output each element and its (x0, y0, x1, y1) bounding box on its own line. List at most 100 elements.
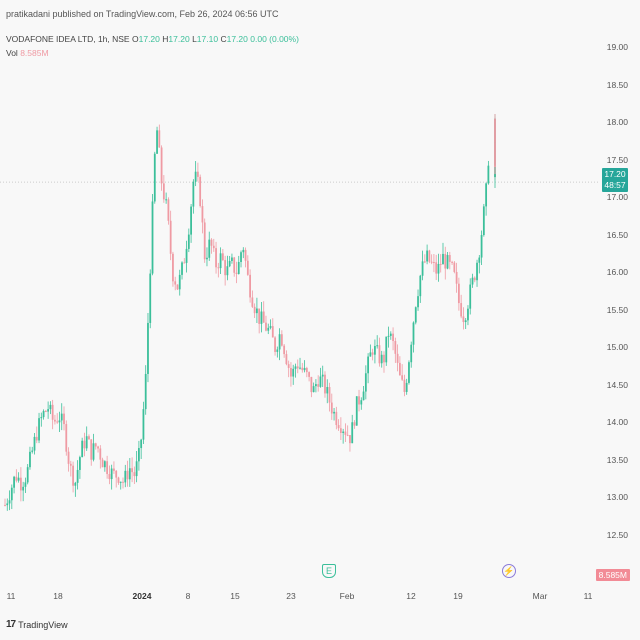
candle (4, 498, 6, 507)
candle (113, 461, 115, 474)
candle (101, 457, 104, 468)
candle (217, 262, 220, 278)
candle (240, 250, 242, 268)
candle (464, 318, 467, 330)
logo-text: TradingView (18, 619, 68, 630)
x-tick-label: 12 (406, 591, 416, 601)
candle (274, 336, 276, 356)
candle (249, 269, 251, 303)
candle (485, 182, 488, 216)
candle (396, 344, 399, 372)
candle (17, 472, 20, 483)
earnings-icon[interactable]: E (322, 564, 336, 578)
candle (326, 379, 329, 404)
candle (85, 426, 88, 451)
candle (287, 360, 290, 378)
close-value: 17.20 (226, 34, 248, 44)
candle (124, 464, 127, 488)
candle (303, 360, 306, 373)
candle (24, 477, 27, 494)
candle (228, 256, 231, 268)
low-value: 17.10 (196, 34, 219, 44)
candle (119, 481, 122, 490)
high-label: H (162, 34, 169, 44)
y-tick-label: 17.00 (606, 192, 628, 203)
candle (471, 273, 474, 288)
candle (172, 251, 174, 287)
candle (83, 432, 86, 457)
candle (299, 357, 301, 370)
candle (494, 166, 496, 188)
candle (103, 460, 106, 472)
candle (378, 337, 381, 367)
candle (374, 339, 376, 364)
candle (60, 403, 63, 431)
candle (380, 350, 383, 368)
candle (51, 399, 54, 430)
candle (235, 261, 238, 284)
candle (224, 255, 227, 286)
candle (344, 423, 347, 443)
candle (376, 335, 379, 349)
candle (81, 437, 84, 458)
x-tick-label: 2024 (132, 591, 152, 601)
candle (387, 326, 390, 348)
candle (201, 199, 204, 234)
candle (192, 179, 195, 214)
candle (335, 406, 338, 430)
y-tick-label: 13.50 (606, 454, 628, 465)
candle (253, 303, 256, 319)
candle (29, 446, 31, 470)
candle (88, 434, 90, 440)
close-label: C (220, 34, 227, 44)
candle (135, 451, 138, 483)
y-tick-label: 18.00 (606, 117, 628, 128)
candle (99, 445, 102, 469)
candle (419, 274, 422, 303)
candle (346, 425, 349, 437)
y-tick-label: 15.50 (606, 304, 628, 315)
candle (482, 203, 485, 237)
candle (122, 477, 124, 489)
tradingview-logo[interactable]: 17 TradingView (6, 619, 68, 630)
candle (178, 269, 181, 296)
symbol-legend: VODAFONE IDEA LTD, 1h, NSE O17.20 H17.20… (6, 34, 299, 44)
candle (283, 343, 286, 358)
candle (256, 297, 258, 323)
y-tick-label: 19.00 (606, 42, 628, 52)
candle (389, 331, 392, 340)
candle (292, 364, 295, 385)
last-price: 17.20 (604, 169, 626, 179)
candle (144, 365, 147, 415)
candle (33, 432, 36, 455)
candle (199, 174, 202, 208)
candle (339, 417, 342, 441)
candle (212, 238, 215, 252)
candle (237, 255, 240, 275)
candle (362, 385, 365, 401)
candle (342, 428, 345, 444)
candle (137, 440, 140, 471)
candle (190, 203, 192, 243)
candle (349, 434, 351, 452)
candle (394, 337, 397, 363)
candle (271, 318, 274, 338)
candle (176, 284, 179, 291)
candle (383, 351, 385, 373)
volume-value: 8.585M (20, 48, 49, 58)
candle (242, 247, 245, 259)
candle (110, 464, 113, 490)
y-tick-label: 15.00 (606, 342, 628, 353)
candle (244, 247, 247, 268)
symbol-name: VODAFONE IDEA LTD, 1h, NSE (6, 34, 130, 44)
candle (417, 289, 419, 311)
x-tick-label: 23 (286, 591, 296, 601)
candle (364, 365, 367, 400)
candle (26, 464, 29, 485)
candle (208, 231, 211, 261)
candle (333, 407, 335, 421)
candle (183, 258, 186, 264)
lightning-icon[interactable]: ⚡ (502, 564, 516, 578)
candle (290, 362, 292, 387)
